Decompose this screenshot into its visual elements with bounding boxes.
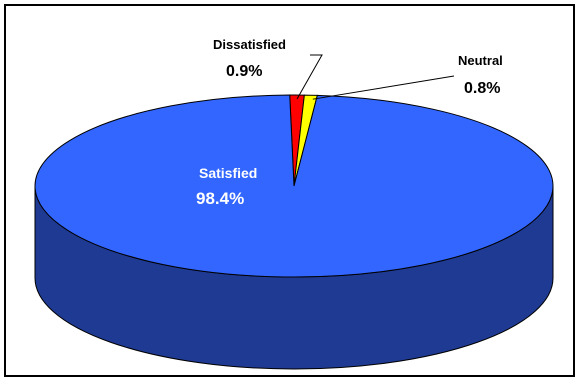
leader-lines: [296, 54, 455, 100]
leader-line-neutral: [312, 75, 455, 100]
slice-label-dissatisfied: Dissatisfied: [213, 37, 286, 52]
slice-value-neutral: 0.8%: [464, 80, 500, 97]
pie-top: [34, 94, 554, 278]
pie-slice-satisfied: [34, 94, 554, 278]
slice-value-dissatisfied: 0.9%: [226, 63, 262, 80]
slice-label-neutral: Neutral: [458, 53, 503, 68]
leader-line-dissatisfied: [296, 54, 323, 100]
slice-label-satisfied: Satisfied: [199, 165, 257, 181]
slice-value-satisfied: 98.4%: [196, 189, 244, 208]
